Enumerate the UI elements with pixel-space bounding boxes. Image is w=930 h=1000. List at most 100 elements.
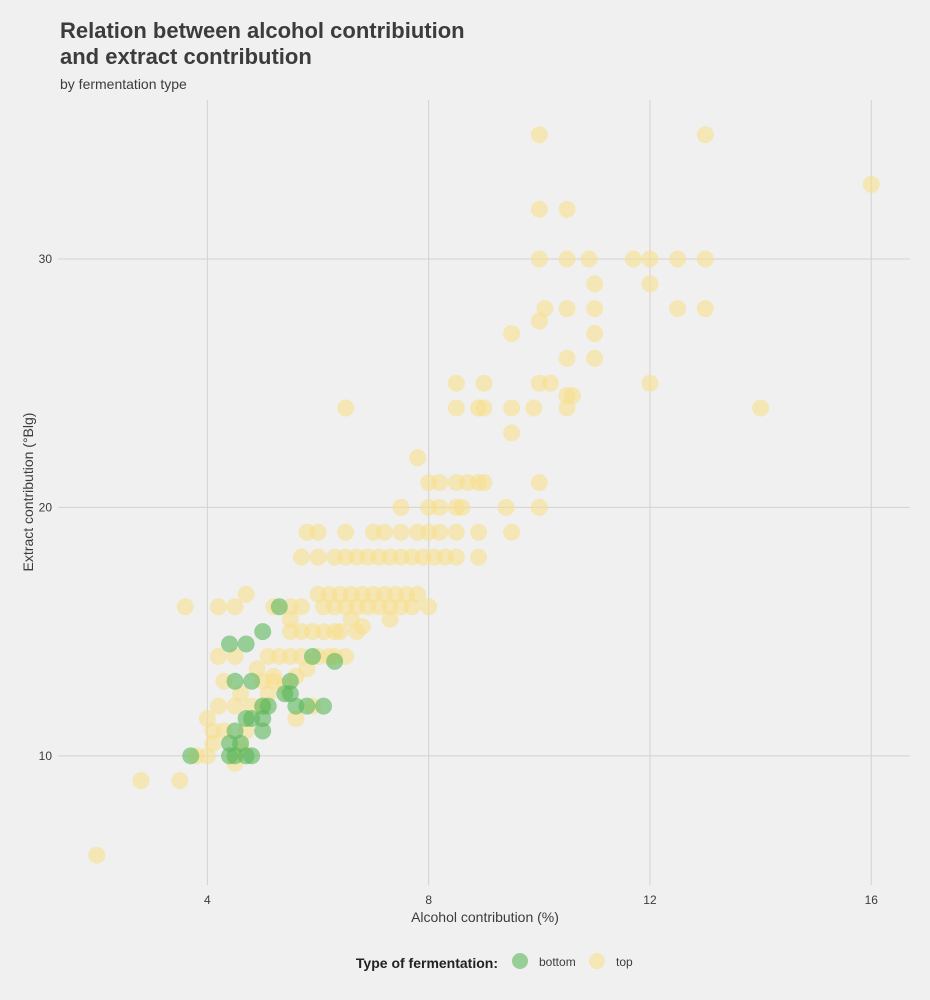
point-bottom-17 [298,697,316,715]
point-top-150 [641,250,659,268]
point-top-4 [209,598,227,616]
x-axis-label: Alcohol contribution (%) [411,909,559,925]
point-bottom-7 [226,722,244,740]
points [88,126,880,864]
point-top-75 [348,623,366,641]
point-top-154 [558,200,576,218]
point-top-0 [88,846,106,864]
point-top-135 [558,349,576,367]
point-top-123 [525,399,543,417]
point-bottom-0 [182,747,200,765]
point-top-125 [752,399,770,417]
point-top-32 [265,667,283,685]
point-top-130 [641,374,659,392]
point-top-149 [624,250,642,268]
point-top-118 [337,399,355,417]
point-bottom-21 [281,672,299,690]
chart-subtitle: by fermentation type [60,76,187,92]
point-top-141 [586,300,604,318]
legend: Type of fermentation: bottom top [356,953,633,971]
x-tick-12: 12 [643,893,657,907]
point-top-153 [530,200,548,218]
point-top-152 [696,250,714,268]
x-tick-8: 8 [425,893,432,907]
point-top-6 [237,585,255,603]
ticks: 4 8 12 16 10 20 30 [39,252,879,907]
point-top-2 [171,772,189,790]
point-top-136 [586,349,604,367]
point-bottom-26 [254,623,272,641]
point-top-5 [226,598,244,616]
point-bottom-13 [254,697,272,715]
point-top-117 [409,449,427,467]
point-top-76 [292,548,310,566]
point-top-155 [530,126,548,144]
point-top-101 [298,523,316,541]
point-top-126 [447,374,465,392]
point-top-111 [431,474,449,492]
point-bottom-24 [221,635,239,653]
point-top-74 [331,623,349,641]
point-top-70 [420,598,438,616]
point-top-116 [530,474,548,492]
point-bottom-25 [237,635,255,653]
point-top-139 [536,300,554,318]
point-top-90 [469,548,487,566]
point-top-47 [281,610,299,628]
point-top-13 [209,647,227,665]
chart-title-line1: Relation between alcohol contribiution [60,18,465,43]
point-top-40 [287,710,305,728]
point-top-92 [337,523,355,541]
legend-title: Type of fermentation: [356,955,498,971]
point-top-157 [862,175,880,193]
point-top-98 [431,523,449,541]
legend-swatch-top [589,953,605,969]
x-tick-4: 4 [204,893,211,907]
x-tick-16: 16 [865,893,879,907]
point-top-10 [198,710,216,728]
legend-label-bottom: bottom [539,955,576,969]
point-top-143 [696,300,714,318]
point-top-99 [447,523,465,541]
point-top-3 [176,598,194,616]
y-tick-20: 20 [39,500,53,514]
point-bottom-19 [226,672,244,690]
point-top-129 [541,374,559,392]
point-top-108 [503,523,521,541]
point-top-104 [431,498,449,516]
point-top-20 [204,734,222,752]
point-top-142 [669,300,687,318]
point-bottom-22 [303,647,321,665]
point-top-119 [447,399,465,417]
point-top-133 [503,424,521,442]
point-top-94 [375,523,393,541]
point-top-1 [132,772,150,790]
legend-swatch-bottom [512,953,528,969]
point-top-69 [403,598,421,616]
point-top-95 [392,523,410,541]
point-top-122 [503,399,521,417]
y-tick-10: 10 [39,749,53,763]
point-top-147 [558,250,576,268]
point-top-77 [309,548,327,566]
point-top-11 [209,697,227,715]
point-top-140 [558,300,576,318]
point-top-73 [381,610,399,628]
point-top-127 [475,374,493,392]
point-top-100 [469,523,487,541]
point-bottom-18 [315,697,333,715]
point-top-145 [586,275,604,293]
point-top-134 [503,325,521,343]
point-bottom-20 [243,672,261,690]
point-top-151 [669,250,687,268]
point-top-156 [696,126,714,144]
point-top-146 [530,250,548,268]
grid [58,100,910,885]
point-bottom-4 [243,747,261,765]
point-top-102 [392,498,410,516]
y-tick-30: 30 [39,252,53,266]
point-top-89 [447,548,465,566]
legend-label-top: top [616,955,633,969]
chart-title-line2: and extract contribution [60,44,312,69]
